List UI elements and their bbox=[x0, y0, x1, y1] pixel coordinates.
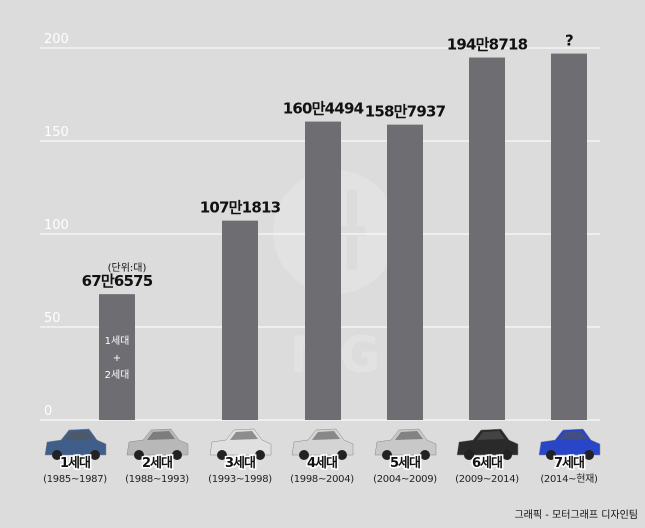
car-image bbox=[538, 428, 601, 460]
generation-years: (1998~2004) bbox=[290, 474, 354, 485]
generation-years: (2004~2009) bbox=[373, 474, 437, 485]
bar bbox=[387, 124, 423, 421]
generation-label: 7세대 bbox=[554, 456, 584, 471]
generation-label: 6세대 bbox=[472, 456, 502, 471]
y-tick-label: 50 bbox=[44, 311, 61, 326]
in-bar-label-2: 2세대 bbox=[105, 369, 130, 381]
y-tick-label: 100 bbox=[44, 218, 69, 233]
generation-years: (1988~1993) bbox=[125, 474, 189, 485]
bar bbox=[222, 220, 258, 420]
car-image bbox=[44, 428, 107, 460]
generation-label: 1세대 bbox=[60, 456, 90, 471]
bar bbox=[469, 57, 505, 420]
generation-label: 5세대 bbox=[390, 456, 420, 471]
generation-years: (2014~현재) bbox=[540, 473, 598, 485]
generation-label: 3세대 bbox=[225, 456, 255, 471]
generation-years: (1985~1987) bbox=[43, 474, 107, 485]
credit-text: 그래픽 - 모터그래프 디자인팀 bbox=[514, 509, 638, 521]
value-label: 160만4494 bbox=[283, 100, 364, 118]
y-tick-label: 200 bbox=[44, 32, 69, 47]
value-label: 67만6575 bbox=[82, 272, 153, 290]
generation-years: (2009~2014) bbox=[455, 474, 519, 485]
car-image bbox=[291, 428, 354, 460]
in-bar-label-plus: + bbox=[113, 353, 121, 364]
bar bbox=[305, 121, 341, 420]
value-label: ? bbox=[565, 32, 573, 50]
generation-label: 4세대 bbox=[307, 456, 337, 471]
bar bbox=[551, 53, 587, 421]
car-image bbox=[374, 428, 437, 460]
generation-years: (1993~1998) bbox=[208, 474, 272, 485]
y-tick-label: 0 bbox=[44, 404, 52, 419]
car-image bbox=[209, 428, 272, 460]
y-tick-label: 150 bbox=[44, 125, 69, 140]
car-image bbox=[126, 428, 189, 460]
unit-note: (단위:대) bbox=[108, 261, 147, 274]
generation-label: 2세대 bbox=[142, 456, 172, 471]
value-label: 158만7937 bbox=[365, 103, 446, 121]
value-label: 107만1813 bbox=[200, 199, 281, 217]
bar bbox=[99, 294, 135, 420]
car-image bbox=[456, 428, 519, 460]
in-bar-label-1: 1세대 bbox=[105, 335, 130, 347]
value-label: 194만8718 bbox=[447, 36, 528, 54]
